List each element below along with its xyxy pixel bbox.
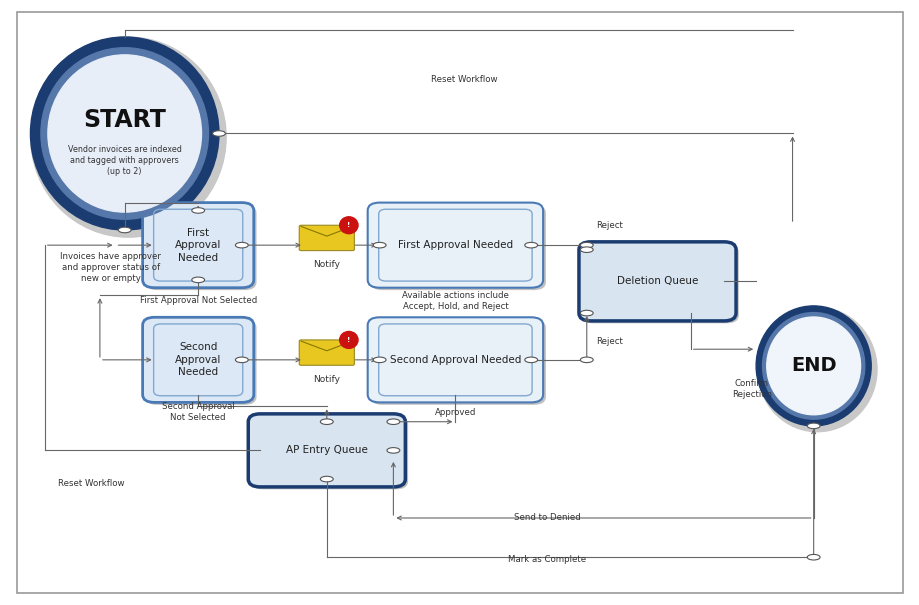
Text: Reject: Reject xyxy=(596,337,622,346)
FancyBboxPatch shape xyxy=(299,340,354,365)
Ellipse shape xyxy=(48,55,201,212)
FancyBboxPatch shape xyxy=(17,11,902,594)
Ellipse shape xyxy=(580,243,593,248)
FancyBboxPatch shape xyxy=(142,317,254,402)
FancyBboxPatch shape xyxy=(370,319,545,405)
Text: Available actions include
Accept, Hold, and Reject: Available actions include Accept, Hold, … xyxy=(402,290,508,311)
Text: Reset Workflow: Reset Workflow xyxy=(431,74,497,83)
FancyBboxPatch shape xyxy=(145,319,256,405)
Text: Notify: Notify xyxy=(313,375,340,384)
Ellipse shape xyxy=(30,37,219,230)
Text: !: ! xyxy=(346,222,350,228)
Text: Send to Denied: Send to Denied xyxy=(514,514,580,523)
FancyBboxPatch shape xyxy=(142,203,254,288)
Ellipse shape xyxy=(339,332,357,348)
Text: Confirm
Rejection: Confirm Rejection xyxy=(732,379,771,399)
Ellipse shape xyxy=(524,357,537,362)
Text: Mark as Complete: Mark as Complete xyxy=(507,555,585,563)
Ellipse shape xyxy=(320,419,333,425)
Ellipse shape xyxy=(30,37,226,237)
Text: Approved: Approved xyxy=(435,408,475,417)
Ellipse shape xyxy=(757,307,876,432)
Ellipse shape xyxy=(580,357,593,362)
Ellipse shape xyxy=(320,476,333,482)
Text: START: START xyxy=(84,108,166,132)
Text: END: END xyxy=(790,356,835,375)
FancyBboxPatch shape xyxy=(368,203,542,288)
FancyBboxPatch shape xyxy=(581,244,738,323)
Text: AP Entry Queue: AP Entry Queue xyxy=(286,445,368,456)
Text: Second Approval Needed: Second Approval Needed xyxy=(390,355,520,365)
Ellipse shape xyxy=(339,217,357,234)
Text: Invoices have approver
and approver status of
new or empty: Invoices have approver and approver stat… xyxy=(61,252,161,283)
Text: Vendor invoices are indexed
and tagged with approvers
(up to 2): Vendor invoices are indexed and tagged w… xyxy=(68,145,181,176)
Ellipse shape xyxy=(212,131,225,136)
Ellipse shape xyxy=(755,306,870,426)
FancyBboxPatch shape xyxy=(251,416,408,489)
Ellipse shape xyxy=(235,357,248,362)
FancyBboxPatch shape xyxy=(370,205,545,290)
Ellipse shape xyxy=(806,554,819,560)
Ellipse shape xyxy=(191,277,204,283)
Ellipse shape xyxy=(766,317,859,415)
FancyBboxPatch shape xyxy=(145,205,256,290)
Ellipse shape xyxy=(806,423,819,428)
Text: First Approval Not Selected: First Approval Not Selected xyxy=(140,296,256,305)
FancyBboxPatch shape xyxy=(368,317,542,402)
Text: Reject: Reject xyxy=(596,221,622,230)
Ellipse shape xyxy=(191,208,204,213)
Text: Reset Workflow: Reset Workflow xyxy=(58,479,124,488)
FancyBboxPatch shape xyxy=(299,225,354,250)
Text: Second
Approval
Needed: Second Approval Needed xyxy=(175,342,221,378)
Ellipse shape xyxy=(524,243,537,248)
Ellipse shape xyxy=(373,243,386,248)
Ellipse shape xyxy=(119,227,131,233)
Ellipse shape xyxy=(762,313,864,419)
Ellipse shape xyxy=(387,419,400,425)
FancyBboxPatch shape xyxy=(248,414,405,487)
Text: Second Approval
Not Selected: Second Approval Not Selected xyxy=(162,402,234,422)
Text: First
Approval
Needed: First Approval Needed xyxy=(175,227,221,263)
Text: Deletion Queue: Deletion Queue xyxy=(616,276,698,286)
FancyBboxPatch shape xyxy=(578,242,735,321)
Text: !: ! xyxy=(346,337,350,343)
Ellipse shape xyxy=(235,243,248,248)
Ellipse shape xyxy=(373,357,386,362)
Ellipse shape xyxy=(580,310,593,316)
Ellipse shape xyxy=(580,247,593,252)
Text: Notify: Notify xyxy=(313,260,340,269)
Ellipse shape xyxy=(387,448,400,453)
Ellipse shape xyxy=(40,48,209,219)
Text: First Approval Needed: First Approval Needed xyxy=(397,240,513,250)
